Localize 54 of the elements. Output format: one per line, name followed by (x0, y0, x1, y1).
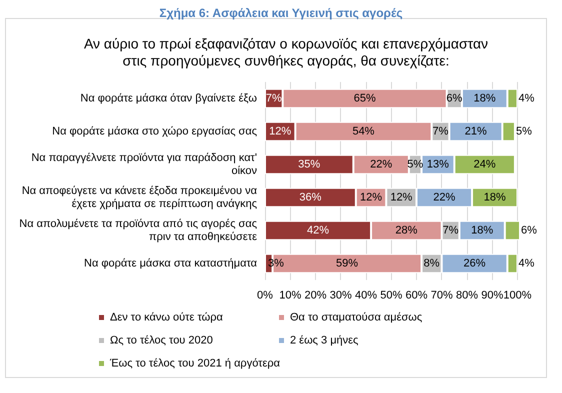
data-label: 36% (299, 192, 322, 204)
chart-title: Σχήμα 6: Ασφάλεια και Υγιεινή στις αγορές (159, 6, 403, 20)
data-label: 22% (370, 158, 392, 170)
data-label: 7% (266, 92, 282, 104)
data-label: 5% (407, 158, 424, 170)
data-label: 7% (432, 126, 449, 138)
x-tick-label: 90% (481, 290, 504, 302)
y-tick-label: Να φοράτε μάσκα όταν βγαίνετε έξω (80, 92, 258, 104)
x-tick-label: 40% (354, 290, 378, 302)
x-tick-label: 10% (279, 290, 302, 302)
y-tick-label: Να αποφεύγετε να κάνετε έξοδα προκειμένου να έχετε χρήματα σε περίπτωση ανάγκης (22, 185, 258, 210)
data-label: 54% (352, 126, 375, 138)
data-label: 4% (518, 92, 535, 104)
legend-label: Ως το τέλος του 2020 (110, 334, 213, 346)
legend-label: Δεν το κάνω ούτε τώρα (110, 312, 224, 324)
x-tick-label: 0% (257, 290, 274, 302)
data-label: 18% (484, 192, 506, 204)
data-label: 21% (464, 126, 488, 138)
data-label: 3% (268, 258, 284, 270)
x-tick-label: 70% (430, 290, 453, 302)
data-label: 42% (307, 224, 330, 236)
data-label: 12% (269, 126, 292, 138)
x-tick-label: 50% (380, 290, 402, 302)
x-tick-label: 80% (456, 290, 478, 302)
data-label: 28% (395, 224, 418, 236)
data-label: 12% (360, 192, 382, 204)
data-label: 18% (471, 224, 494, 236)
data-label: 59% (336, 258, 358, 270)
chart-subtitle: Αν αύριο το πρωί εξαφανιζόταν ο κορωνοϊός και επανερχόμασταν στις προηγούμενες συνθήκες αγοράς, θα συνεχίζατε: (84, 36, 488, 68)
y-tick-label: Να απολυμένετε τα προϊόντα από τις αγορές σας πριν τα αποθηκεύσετε (19, 218, 258, 243)
y-tick-label: Να φοράτε μάσκα στο χώρο εργασίας σας (52, 126, 257, 138)
legend-label: Θα το σταματούσα αμέσως (290, 312, 422, 324)
y-tick-label: Να παραγγέλνετε προϊόντα για παράδοση κατ' οίκον (31, 152, 258, 177)
data-label: 5% (516, 126, 532, 138)
data-label: 24% (474, 158, 496, 170)
data-label: 22% (433, 192, 456, 204)
data-label: 65% (354, 92, 376, 104)
y-tick-label: Να φοράτε μάσκα στα καταστήματα (84, 258, 258, 270)
data-label: 6% (521, 224, 538, 236)
legend-label: Έως το τέλος του 2021 ή αργότερα (109, 358, 281, 370)
data-label: 12% (390, 192, 413, 204)
data-label: 4% (518, 258, 535, 270)
x-tick-label: 60% (405, 290, 428, 302)
data-label: 18% (474, 92, 496, 104)
x-tick-label: 30% (330, 290, 352, 302)
data-label: 7% (442, 224, 459, 236)
data-label: 35% (298, 158, 320, 170)
data-label: 13% (426, 158, 450, 170)
data-label: 8% (424, 258, 440, 270)
x-tick-label: 20% (304, 290, 327, 302)
x-tick-label: 100% (503, 290, 532, 302)
data-label: 6% (446, 92, 463, 104)
legend-label: 2 έως 3 μήνες (290, 334, 358, 346)
data-label: 26% (464, 258, 486, 270)
